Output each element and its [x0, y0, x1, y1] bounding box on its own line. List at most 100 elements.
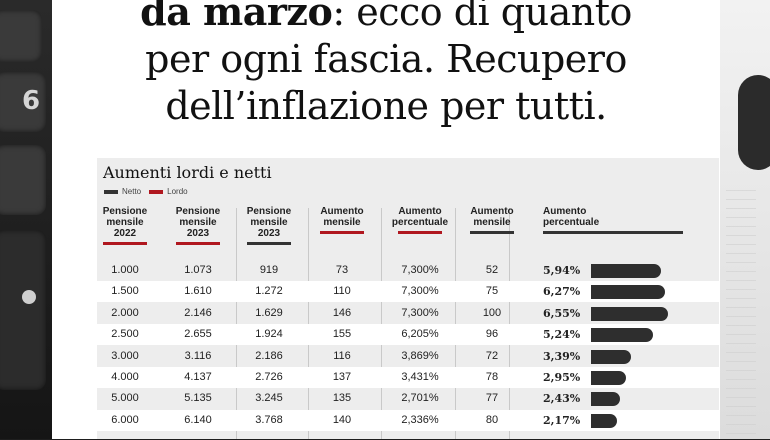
pct-bar — [591, 264, 661, 278]
table-cell-aum-netto: 96 — [485, 328, 499, 341]
paper-background — [718, 0, 770, 440]
table-cell-lordo2023: 2.146 — [184, 306, 212, 319]
column-separator — [381, 208, 382, 439]
column-header-label: mensile — [323, 217, 361, 228]
pct-bar — [591, 306, 668, 321]
legend-lordo-label: Lordo — [167, 187, 188, 196]
table-cell-p2022: 1.000 — [111, 264, 139, 276]
table-cell-aum-lordo: 140 — [332, 413, 352, 426]
table-row: 3.000 3.116 2.186 116 3,869% 72 3,39% — [97, 346, 719, 367]
column-header-underline — [470, 231, 514, 234]
table-cell-netto2023: 1.272 — [255, 285, 283, 298]
calculator-dot-icon — [22, 290, 36, 304]
table-cell-aum-lordo: 155 — [332, 328, 352, 341]
column-header-label: Pensione — [102, 206, 148, 217]
pct-bar — [591, 349, 631, 364]
table-row: 1.000 1.073 919 73 7,300% 52 5,94% — [97, 260, 719, 281]
pct-bar — [591, 413, 617, 428]
table-cell-pct-netto: 2,17% — [543, 413, 581, 427]
table-cell-aum-netto: 75 — [485, 285, 499, 298]
column-header-label: Pensione — [246, 206, 292, 217]
pct-bar — [591, 328, 653, 343]
column-header-label: mensile — [106, 217, 144, 228]
table-cell-aum-netto: 100 — [482, 306, 502, 319]
table-cell-netto2023: 919 — [259, 264, 279, 276]
table-cell-aum-lordo: 116 — [333, 349, 351, 362]
table-cell-netto2023: 2.726 — [255, 371, 283, 383]
table-cell-aum-netto: 78 — [485, 371, 499, 383]
column-header-label: Aumento — [470, 206, 514, 217]
table-title: Aumenti lordi e netti — [103, 163, 272, 182]
table-cell-p2022: 4.000 — [111, 371, 139, 383]
calculator-background: 6 — [0, 0, 58, 439]
column-separator — [455, 208, 456, 439]
article-page: da marzo: ecco di quanto per ogni fascia… — [52, 0, 720, 439]
table-cell-pct-lordo: 3,431% — [401, 371, 439, 383]
column-header: Aumento mensile — [316, 206, 368, 234]
column-header-label: mensile — [473, 217, 511, 228]
headline-line1: : ecco di quanto — [332, 0, 632, 34]
legend-lordo-swatch — [149, 189, 164, 194]
column-separator — [236, 208, 237, 439]
table-row: 6.000 6.140 3.768 140 2,336% 80 2,17% — [97, 409, 719, 431]
column-header-label: Aumento — [398, 206, 442, 217]
column-header-underline — [103, 242, 147, 245]
table-cell-netto2023: 1.924 — [255, 328, 283, 341]
table-cell-pct-netto: 6,27% — [543, 285, 581, 299]
pct-bar — [591, 392, 620, 407]
table-cell-netto2023: 2.186 — [255, 349, 283, 362]
table-cell-lordo2023: 5.135 — [184, 392, 212, 405]
table-cell-aum-lordo: 135 — [332, 392, 352, 405]
table-cell-p2022: 5.000 — [111, 392, 139, 405]
table-cell-pct-netto: 6,55% — [543, 306, 581, 320]
table-cell-pct-lordo: 2,701% — [401, 392, 439, 405]
table-cell-pct-netto: 3,39% — [543, 349, 581, 363]
table-cell-pct-netto: 5,24% — [543, 328, 581, 342]
legend-netto-swatch — [104, 189, 118, 194]
column-header: Pensione mensile 2022 — [97, 206, 153, 245]
headline-line2: per ogni fascia. Recupero — [145, 37, 627, 81]
calculator-key-six: 6 — [0, 72, 46, 132]
column-header-label: mensile — [250, 217, 288, 228]
table-cell-netto2023: 3.245 — [255, 392, 283, 405]
column-header: Aumento mensile — [466, 206, 518, 234]
table-cell-lordo2023: 2.655 — [184, 328, 212, 341]
table-cell-aum-lordo: 73 — [335, 264, 349, 276]
calculator-key — [0, 10, 42, 62]
table-row: 5.000 5.135 3.245 135 2,701% 77 2,43% — [97, 388, 719, 409]
table-cell-pct-lordo: 2,336% — [401, 413, 439, 426]
table-cell-lordo2023: 1.610 — [184, 285, 212, 298]
table-cell-p2022: 2.000 — [111, 306, 139, 319]
column-header-label: Aumento — [543, 206, 587, 217]
column-header-label: percentuale — [543, 217, 600, 228]
table-cell-pct-netto: 2,95% — [543, 371, 581, 384]
table-cell-p2022: 3.000 — [111, 349, 139, 362]
calculator-key-label: 6 — [22, 86, 41, 116]
column-header-label: 2023 — [186, 228, 210, 239]
table-cell-pct-netto: 2,43% — [543, 392, 581, 406]
table-cell-aum-lordo: 146 — [332, 306, 352, 319]
headline: da marzo: ecco di quanto per ogni fascia… — [52, 0, 720, 130]
column-header: Pensione mensile 2023 — [241, 206, 297, 245]
column-header-underline — [176, 242, 220, 245]
pension-table-box: Aumenti lordi e netti Netto Lordo Pensio… — [97, 158, 719, 439]
column-header: Aumento percentuale — [543, 206, 683, 234]
table-cell-pct-lordo: 7,300% — [401, 285, 439, 298]
calculator-key — [0, 230, 46, 390]
ruler-lines — [726, 190, 756, 440]
table-cell-aum-lordo: 110 — [333, 285, 351, 298]
table-row: 2.500 2.655 1.924 155 6,205% 96 5,24% — [97, 324, 719, 346]
column-header-label: mensile — [179, 217, 217, 228]
column-header-underline — [247, 242, 291, 245]
table-cell-lordo2023: 6.140 — [184, 413, 212, 426]
column-header-label: percentuale — [391, 217, 449, 228]
column-header: Pensione mensile 2023 — [170, 206, 226, 245]
headline-bold: da marzo — [140, 0, 333, 34]
calculator-key — [0, 145, 46, 215]
table-cell-lordo2023: 1.073 — [184, 264, 212, 276]
legend-netto-label: Netto — [122, 187, 142, 196]
pen-icon — [738, 75, 770, 170]
column-header-label: Pensione — [175, 206, 221, 217]
table-cell-aum-netto: 72 — [485, 349, 499, 362]
table-cell-aum-netto: 52 — [485, 264, 499, 276]
